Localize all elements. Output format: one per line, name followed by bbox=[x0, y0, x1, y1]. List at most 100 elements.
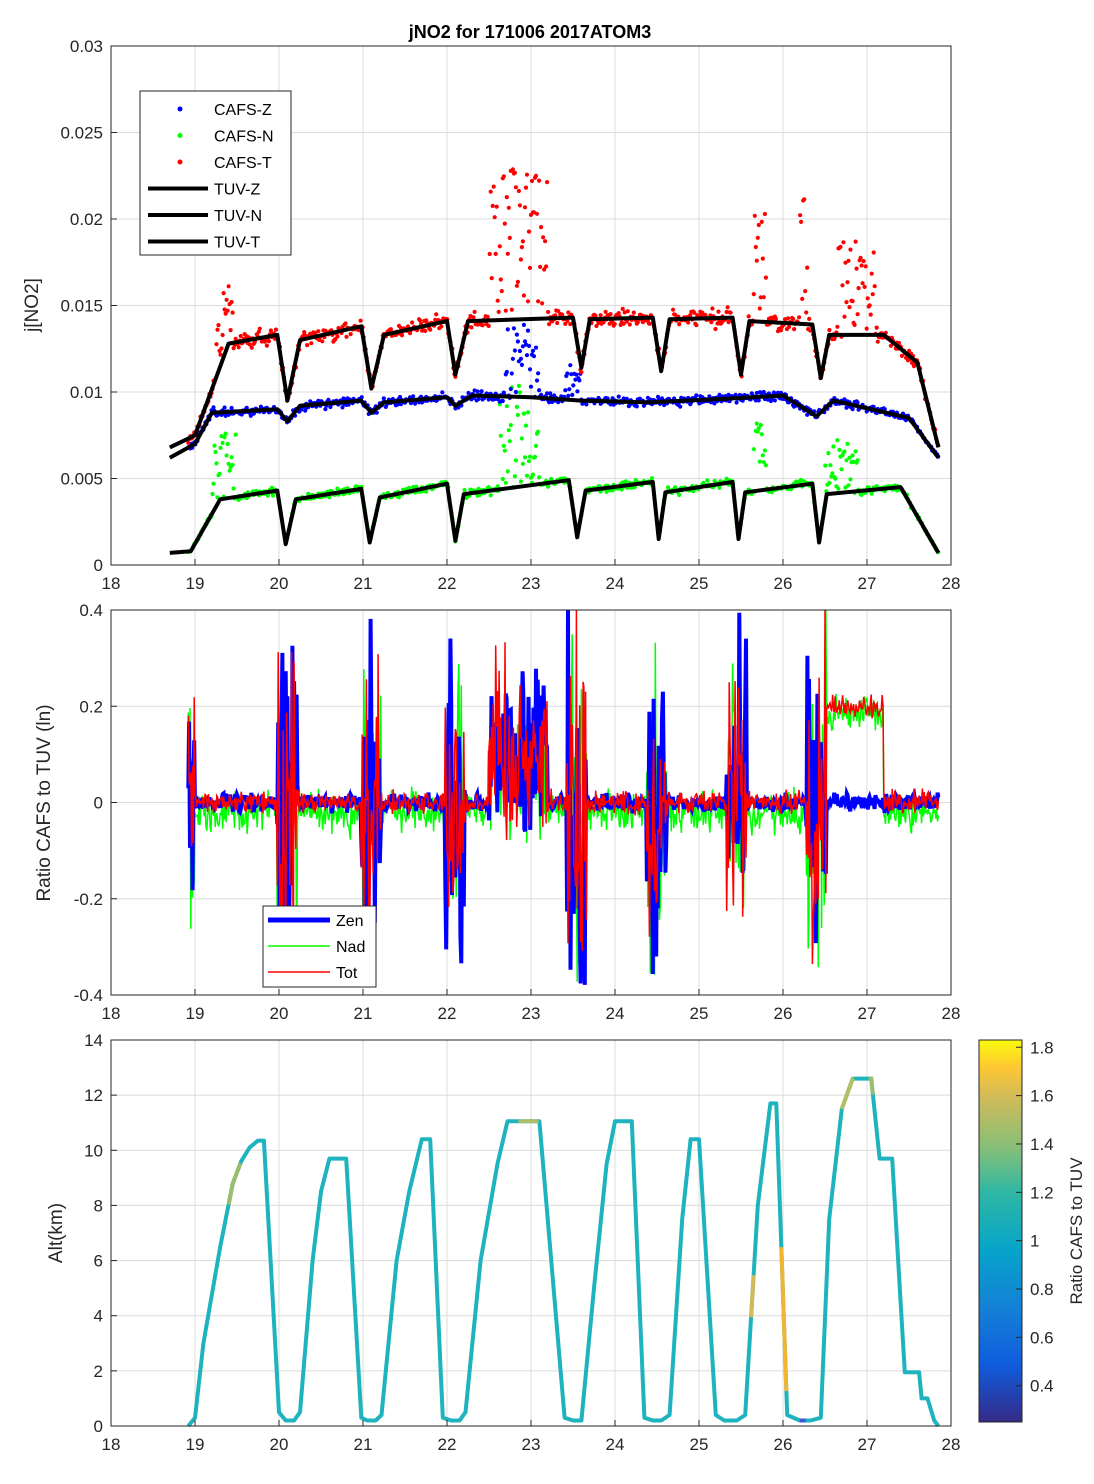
cafs-t-series-point bbox=[888, 343, 894, 348]
cafs-t-series-point bbox=[792, 327, 797, 332]
cafs-t-series-point bbox=[846, 258, 851, 263]
x-tick-label: 25 bbox=[690, 574, 709, 593]
cafs-n-series-point bbox=[222, 435, 227, 440]
cafs-t-series-point bbox=[489, 276, 494, 281]
cafs-t-series-point bbox=[221, 291, 226, 296]
cafs-z-series-point bbox=[574, 372, 579, 377]
cafs-t-series-point bbox=[855, 312, 860, 317]
cafs-t-series-point bbox=[543, 239, 548, 244]
cafs-t-series-point bbox=[216, 323, 221, 328]
cafs-n-series-point bbox=[462, 487, 467, 493]
cafs-t-series-point bbox=[320, 339, 325, 344]
cafs-n-series-point bbox=[498, 433, 503, 438]
cafs-t-series-point bbox=[864, 326, 869, 331]
cafs-t-series-point bbox=[388, 327, 393, 332]
cafs-t-series-point bbox=[700, 310, 705, 315]
cafs-z-series-point bbox=[510, 356, 515, 361]
cafs-t-series-point bbox=[899, 353, 905, 358]
ratio-y-axis-label: Ratio CAFS to TUV (ln) bbox=[34, 704, 55, 901]
cafs-z-series-point bbox=[734, 400, 739, 405]
cafs-n-series-point bbox=[224, 453, 229, 458]
cafs-z-series-point bbox=[527, 367, 533, 372]
cafs-t-series-point bbox=[757, 306, 762, 311]
cafs-t-series-point bbox=[399, 333, 405, 338]
cafs-t-series-point bbox=[423, 328, 428, 333]
cafs-t-series-point bbox=[579, 370, 584, 375]
cafs-z-series-point bbox=[519, 362, 525, 367]
cafs-t-series-point bbox=[842, 314, 847, 319]
cafs-n-series-point bbox=[712, 478, 717, 484]
cafs-t-series-point bbox=[852, 322, 857, 327]
cafs-z-series-point bbox=[707, 394, 712, 399]
cafs-n-series-point bbox=[225, 441, 230, 447]
cafs-t-series-point bbox=[728, 310, 733, 315]
colorbar-label: Ratio CAFS to TUV bbox=[1067, 1157, 1086, 1305]
x-tick-label: 18 bbox=[102, 1435, 121, 1454]
cafs-z-series-point bbox=[772, 398, 778, 403]
cafs-z-series-point bbox=[525, 328, 531, 333]
cafs-z-series-point bbox=[411, 394, 416, 399]
cafs-n-series-point bbox=[758, 423, 763, 428]
cafs-t-series-point bbox=[521, 293, 527, 298]
cafs-n-series-point bbox=[705, 478, 710, 483]
cafs-t-series-point bbox=[516, 188, 522, 194]
cafs-t-series-point bbox=[688, 313, 693, 318]
cafs-t-series-point bbox=[498, 277, 503, 282]
cafs-t-series-point bbox=[856, 286, 861, 291]
cafs-t-series-point bbox=[709, 320, 714, 325]
y-tick-label: 10 bbox=[84, 1141, 103, 1160]
y-tick-label: 0.02 bbox=[70, 210, 103, 229]
cafs-n-series-point bbox=[823, 463, 828, 468]
cafs-n-series-point bbox=[521, 411, 527, 416]
cafs-n-series-point bbox=[504, 404, 509, 409]
cafs-n-series-point bbox=[505, 469, 510, 474]
cafs-z-series-point bbox=[533, 345, 539, 350]
cafs-t-series-point bbox=[761, 295, 766, 300]
cafs-z-series-point bbox=[505, 327, 510, 332]
cafs-n-series-point bbox=[223, 431, 228, 436]
cafs-t-series-point bbox=[725, 305, 730, 310]
cafs-z-series-point bbox=[397, 394, 403, 400]
cafs-z-series-point bbox=[517, 348, 523, 354]
cafs-t-series-point bbox=[519, 245, 525, 250]
cafs-t-series-point bbox=[218, 352, 223, 357]
colorbar-tick-label: 1.6 bbox=[1030, 1087, 1054, 1106]
cafs-n-series-point bbox=[843, 485, 848, 490]
cafs-t-series-point bbox=[845, 280, 850, 285]
altitude-ratio-segment bbox=[226, 1162, 243, 1205]
cafs-t-series-point bbox=[515, 279, 521, 284]
cafs-t-series-point bbox=[493, 251, 498, 256]
cafs-z-series-point bbox=[534, 378, 540, 383]
cafs-n-series-point bbox=[424, 489, 429, 494]
cafs-t-series-point bbox=[418, 318, 423, 323]
cafs-z-series-point bbox=[222, 405, 227, 410]
y-tick-label: 12 bbox=[84, 1086, 103, 1105]
x-tick-label: 21 bbox=[354, 574, 373, 593]
cafs-t-series-point bbox=[835, 324, 840, 329]
cafs-n-series-point bbox=[537, 475, 542, 480]
cafs-t-series-point bbox=[869, 271, 874, 276]
cafs-t-series-point bbox=[785, 316, 791, 321]
cafs-n-series-point bbox=[231, 486, 236, 491]
cafs-z-series-point bbox=[303, 408, 308, 413]
cafs-t-series-point bbox=[518, 257, 524, 262]
cafs-n-series-point bbox=[508, 423, 513, 428]
cafs-n-series-point bbox=[845, 441, 850, 446]
cafs-n-series-point bbox=[756, 426, 761, 431]
cafs-t-series-point bbox=[547, 322, 552, 327]
cafs-n-series-point bbox=[514, 404, 520, 409]
y-tick-label: 2 bbox=[94, 1362, 103, 1381]
cafs-t-series-point bbox=[488, 189, 493, 194]
cafs-n-series-point bbox=[760, 453, 765, 458]
cafs-n-series-point bbox=[226, 461, 231, 466]
cafs-t-series-point bbox=[214, 342, 219, 347]
cafs-n-series-point bbox=[839, 467, 844, 472]
cafs-t-series-point bbox=[523, 185, 529, 190]
cafs-t-series-point bbox=[348, 332, 353, 337]
cafs-t-series-point bbox=[865, 296, 870, 301]
x-tick-label: 20 bbox=[270, 1004, 289, 1023]
cafs-t-series-point bbox=[524, 172, 530, 177]
cafs-z-series-point bbox=[712, 401, 717, 406]
y-tick-label: 0.4 bbox=[79, 601, 103, 620]
